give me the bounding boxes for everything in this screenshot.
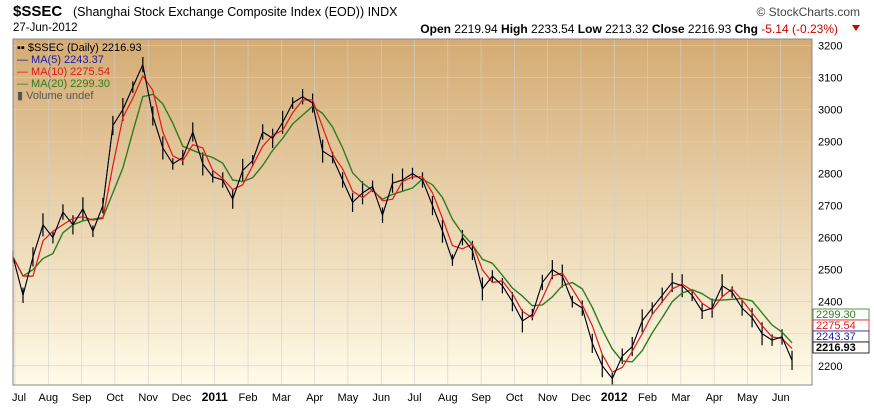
x-tick-label: May [737,392,758,404]
x-axis: Jul Aug Sep Oct Nov Dec 2011 Feb Mar Apr May Jun Jul… [12,390,790,404]
y-tick-label: 2900 [818,137,842,149]
y-tick-label: 2200 [818,361,842,373]
series-layer [12,56,793,385]
x-tick-label: Aug [39,392,59,404]
ma20-line [12,93,793,363]
last-value-box [812,341,870,354]
legend-item: — MA(20) 2299.30 [17,78,110,90]
security-name: (Shanghai Stock Exchange Composite Index… [73,5,398,19]
plot-area [13,39,812,385]
x-tick-label: Sep [471,392,491,404]
plot-frame [12,38,813,386]
x-tick-label: Jun [372,392,390,404]
y-tick-label: 2400 [818,297,842,309]
y-tick-label: 3000 [818,104,842,116]
x-tick-label: 2012 [601,390,628,404]
x-tick-label: Feb [239,392,258,404]
x-tick-label: May [338,392,359,404]
brand-label[interactable]: © StockCharts.com [756,5,860,19]
legend: ▪▪ $SSEC (Daily) 2216.93— MA(5) 2243.37—… [17,42,142,102]
legend-item: — MA(5) 2243.37 [17,54,104,66]
x-tick-label: Dec [571,392,591,404]
chg-value: -5.14 (-0.23%) [761,22,838,36]
legend-item: ▮ Volume undef [17,90,94,102]
x-tick-label: Nov [138,392,158,404]
last-value-label: 2299.30 [816,309,856,321]
price-line [12,64,793,380]
y-tick-label: 2700 [818,201,842,213]
x-tick-label: Jul [407,392,421,404]
y-tick-label: 2500 [818,265,842,277]
quote-date: 27-Jun-2012 [13,22,78,34]
ohlc-readout: Open 2219.94 High 2233.54 Low 2213.32 Cl… [420,22,838,36]
down-triangle-icon [852,25,860,31]
x-tick-label: Nov [538,392,558,404]
x-tick-label: Apr [706,392,723,404]
ma10-line [12,75,793,373]
high-label: High [501,22,528,36]
chart-header: $SSEC (Shanghai Stock Exchange Composite… [0,0,874,38]
close-value: 2216.93 [687,22,732,36]
x-tick-label: Mar [272,392,291,404]
last-value-label: 2275.54 [816,320,856,332]
ticker-symbol: $SSEC [13,3,63,20]
x-tick-label: Dec [172,392,192,404]
x-tick-label: Jul [12,392,26,404]
x-tick-label: Feb [638,392,657,404]
legend-item: — MA(10) 2275.54 [17,66,110,78]
legend-item: ▪▪ $SSEC (Daily) 2216.93 [17,42,142,54]
low-value: 2213.32 [605,22,649,36]
last-value-label: 2243.37 [816,331,856,343]
x-tick-label: Mar [671,392,690,404]
x-tick-label: 2011 [202,390,228,404]
x-tick-label: Jun [772,392,790,404]
gridlines [13,39,812,385]
open-value: 2219.94 [454,22,498,36]
x-tick-label: Aug [438,392,458,404]
close-label: Close [651,22,685,36]
x-tick-label: Oct [106,392,123,404]
x-tick-label: Sep [72,392,92,404]
last-value-label: 2216.93 [816,342,856,354]
chg-label: Chg [734,22,758,36]
x-tick-label: Apr [306,392,323,404]
y-tick-label: 2800 [818,169,842,181]
high-value: 2233.54 [531,22,575,36]
y-tick-label: 2600 [818,233,842,245]
low-label: Low [577,22,602,36]
x-tick-label: Oct [506,392,523,404]
y-tick-label: 3200 [818,40,842,52]
open-label: Open [420,22,451,36]
y-tick-label: 3100 [818,72,842,84]
